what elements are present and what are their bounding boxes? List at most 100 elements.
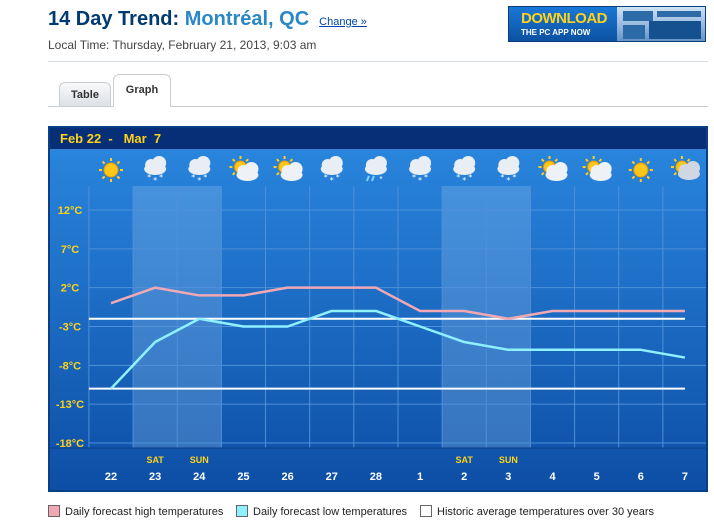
chart-plot: 12°C7°C2°C-3°C-8°C-13°C-18°C* * * * * * * * * * * *… <box>50 128 706 490</box>
legend-high-label: Daily forecast high temperatures <box>65 506 224 518</box>
snow-icon: * * * <box>144 156 167 185</box>
legend-historic: Historic average temperatures over 30 ye… <box>420 505 654 519</box>
change-location-link[interactable]: Change » <box>319 16 367 28</box>
high-temperature-line <box>110 286 685 320</box>
weekend-label: SAT <box>456 455 474 465</box>
sunny-icon <box>99 158 123 182</box>
snowflake: * <box>468 173 472 182</box>
snowflake: * <box>330 176 334 185</box>
snowflake: * <box>424 173 428 182</box>
weekend-shade <box>442 186 487 448</box>
page-title: 14 Day Trend: Montréal, QC Change » <box>48 8 367 31</box>
sun-ray <box>276 158 280 163</box>
sun-cloud-icon <box>582 156 612 181</box>
title-prefix: 14 Day Trend: <box>48 8 185 30</box>
sun-cloud-icon <box>229 156 259 181</box>
sun-ray <box>116 175 121 180</box>
snow-icon: * * * <box>497 156 520 185</box>
sunny-icon <box>628 158 653 182</box>
trend-chart: 12°C 7°C 2°C -3°C -8°C -13°C -18°C * * * * * * * * * * * *… <box>48 126 708 492</box>
snow-icon: * * * <box>453 156 476 185</box>
legend-low-label: Daily forecast low temperatures <box>253 506 408 518</box>
legend-historic-swatch <box>420 505 432 517</box>
snowflake: * <box>456 173 460 182</box>
sun-ray <box>289 158 294 163</box>
x-tick-label: 7 <box>682 471 688 483</box>
rain-drop <box>370 175 375 182</box>
x-tick-label: 3 <box>505 471 511 483</box>
app-screenshot-image <box>617 7 705 41</box>
sun-ray <box>276 171 280 176</box>
snowflake: * <box>197 176 201 185</box>
snowflake: * <box>324 173 328 182</box>
sun-ray <box>686 158 691 163</box>
download-app-banner[interactable]: DOWNLOAD THE PC APP NOW <box>508 6 706 42</box>
snowflake: * <box>418 176 422 185</box>
chart-header: Feb 22 - Mar 7 <box>50 128 706 150</box>
cloud-puff <box>553 162 568 176</box>
sun-ray <box>541 158 545 163</box>
x-tick-label: 2 <box>461 471 467 483</box>
sun-disc <box>103 162 119 178</box>
sun-ray <box>116 160 121 165</box>
y-tick-label: -8°C <box>59 360 81 372</box>
x-tick-label: 23 <box>149 471 161 483</box>
snowflake: * <box>462 176 466 185</box>
cloud-puff <box>461 156 476 170</box>
weekend-shade <box>177 186 222 448</box>
snowflake: * <box>412 173 416 182</box>
cloud-puff <box>372 156 387 170</box>
cloud-puff <box>417 156 432 170</box>
low-temperature-line <box>110 309 686 390</box>
sun-ray <box>231 171 236 176</box>
banner-headline: DOWNLOAD <box>521 10 608 27</box>
legend-high: Daily forecast high temperatures <box>48 505 223 519</box>
rain-snow-icon: * <box>364 156 387 184</box>
sun-ray <box>673 171 678 176</box>
city-name: Montréal, QC <box>184 8 310 30</box>
sun-cloud-icon <box>273 156 303 181</box>
sun-ray <box>585 171 589 176</box>
cloud-puff <box>288 162 303 176</box>
cloud-puff <box>685 161 700 175</box>
y-tick-label: -13°C <box>56 399 84 411</box>
sun-ray <box>673 158 678 163</box>
tab-table[interactable]: Table <box>59 82 111 106</box>
sun-ray <box>631 160 636 165</box>
local-time: Local Time: Thursday, February 21, 2013,… <box>48 38 317 52</box>
sun-ray <box>101 160 106 165</box>
y-tick-label: -3°C <box>59 322 81 334</box>
cloud-puff <box>152 156 167 170</box>
sun-ray <box>554 158 558 163</box>
x-tick-label: 1 <box>417 471 423 483</box>
snowflake: * <box>500 173 504 182</box>
cloud-puff <box>505 156 520 170</box>
sun-ray <box>541 171 545 176</box>
header-divider <box>48 61 708 62</box>
tab-graph[interactable]: Graph <box>113 74 171 107</box>
snowflake: * <box>147 173 151 182</box>
snow-icon: * * * <box>188 156 211 185</box>
snowflake: * <box>153 176 157 185</box>
tab-baseline <box>48 106 708 107</box>
sun-ray <box>101 175 106 180</box>
snowflake: * <box>203 173 207 182</box>
date-range: Feb 22 - Mar 7 <box>60 131 162 146</box>
y-tick-label: 7°C <box>61 244 80 256</box>
snowflake: * <box>191 173 195 182</box>
x-tick-label: 6 <box>638 471 644 483</box>
cloud-puff <box>244 162 259 176</box>
snow-icon: * * * <box>409 156 432 185</box>
sun-ray <box>231 158 236 163</box>
snowflake: * <box>379 175 382 184</box>
snow-icon: * * * <box>320 156 343 185</box>
y-tick-label: 12°C <box>58 205 83 217</box>
banner-left <box>509 7 617 41</box>
x-tick-label: 24 <box>193 471 206 483</box>
x-tick-label: 27 <box>326 471 338 483</box>
chart-background <box>50 128 706 490</box>
sun-ray <box>245 158 249 163</box>
x-tick-label: 25 <box>237 471 249 483</box>
sun-disc <box>633 162 649 178</box>
